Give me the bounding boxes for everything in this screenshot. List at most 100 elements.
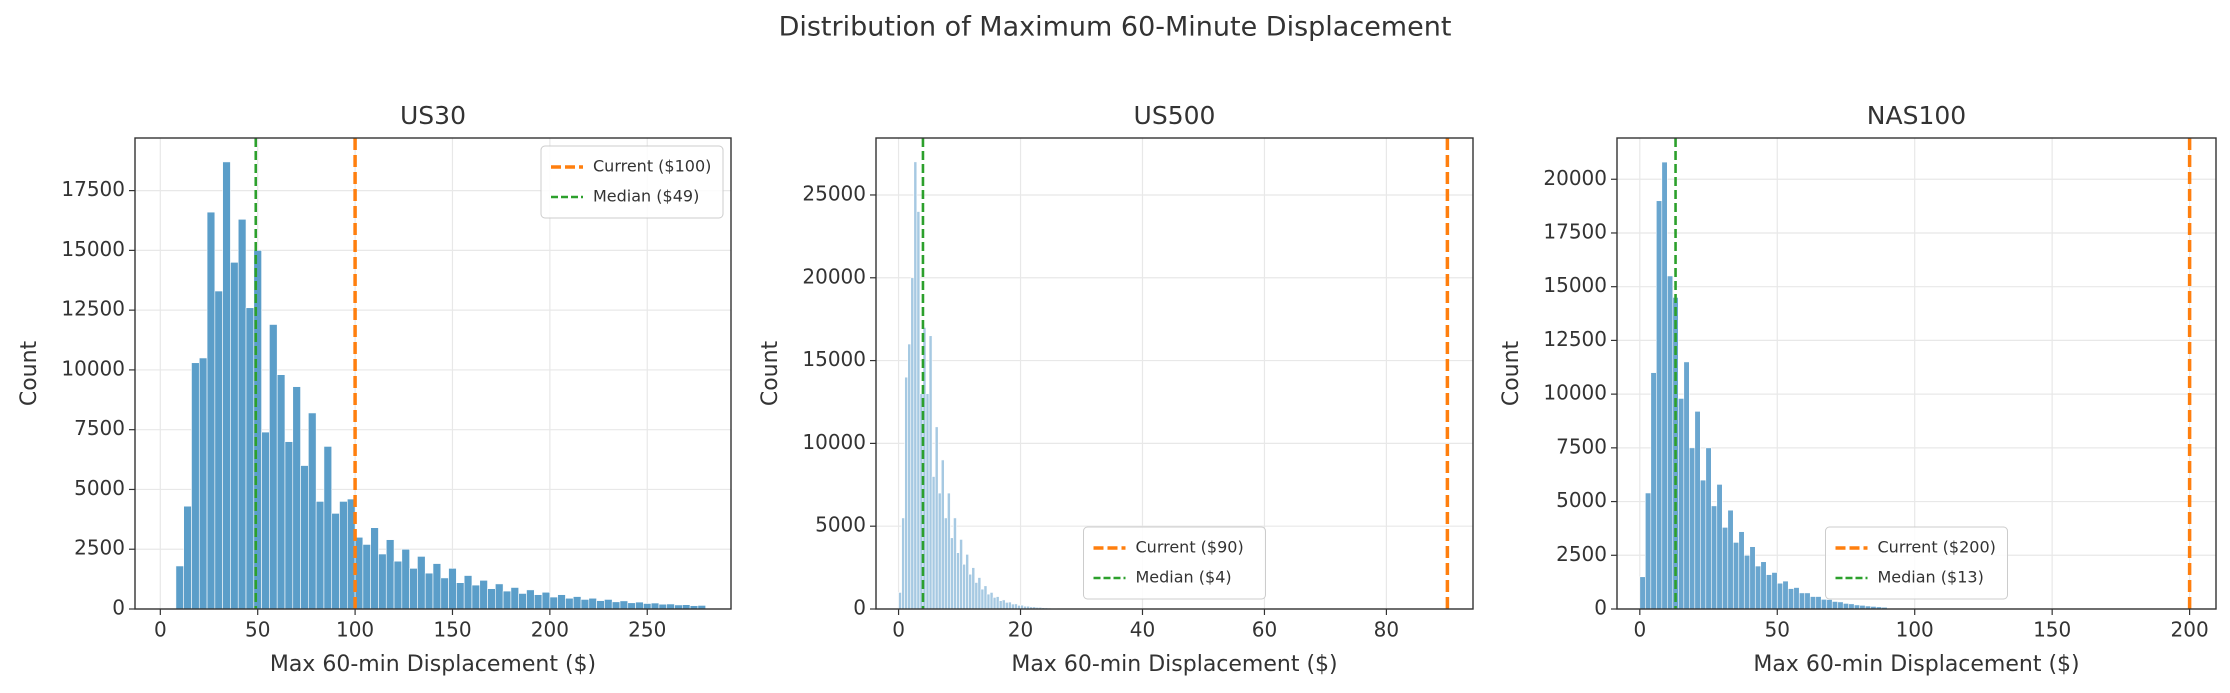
y-tick-label: 0 [112,596,125,620]
histogram-bar [214,290,223,610]
histogram-bar [992,597,997,610]
histogram-bar [1008,601,1012,610]
histogram-bar [1842,603,1850,610]
histogram-bar [1804,592,1811,610]
histogram-bar [950,537,954,610]
histogram-bar [1656,200,1663,610]
histogram-bar [1688,447,1696,610]
y-tick-label: 10000 [1543,381,1607,405]
legend-label: Current ($90) [1136,538,1244,557]
y-tick-label: 2500 [74,536,125,560]
histogram-bar [974,582,979,610]
histogram-bar [487,588,496,610]
legend-label: Current ($100) [593,157,711,176]
histogram-bar [1787,588,1795,610]
histogram-bar [533,594,543,610]
histogram-bar [904,376,909,610]
histogram-bar [463,575,473,610]
histogram-bar [913,161,918,610]
y-tick-label: 2500 [1556,542,1607,566]
histogram-bar [308,412,317,610]
histogram-bar [998,600,1003,610]
histogram-bar [237,218,247,610]
panel-title: US30 [400,101,466,130]
y-tick-label: 5000 [1556,488,1607,512]
histogram-bar [658,603,668,610]
histogram-bar [956,552,960,610]
histogram-bar [284,441,294,610]
legend-label: Median ($13) [1878,568,1984,587]
histogram-bar [1004,602,1009,610]
histogram-bar [910,277,915,610]
histogram-bar [549,596,558,610]
histogram-bar [1837,601,1844,610]
histogram-bar [1721,527,1729,610]
histogram-bar [650,602,660,610]
histogram-bar [1765,574,1773,610]
histogram-bar [968,573,973,610]
x-tick-label: 150 [2033,618,2071,642]
histogram-bar [1678,398,1685,610]
histogram-bar [1782,580,1789,610]
histogram-bar [937,492,942,610]
legend-label: Median ($4) [1136,568,1232,587]
histogram-bar [393,560,403,610]
histogram-bar [409,568,418,610]
histogram-bar [230,262,239,610]
histogram-bar [565,597,574,610]
histogram-bar [276,374,286,610]
plot-frame [875,137,1474,610]
histogram-bar [198,357,208,610]
histogram-bar [627,602,636,610]
histogram-bar [580,599,590,610]
x-axis-label: Max 60-min Displacement ($) [1011,652,1337,677]
panel-title: NAS100 [1867,101,1966,130]
y-tick-label: 7500 [74,416,125,440]
x-tick-label: 50 [1765,618,1790,642]
histogram-bar [971,567,976,610]
y-tick-label: 10000 [61,356,125,380]
histogram-bar [448,568,457,610]
y-tick-label: 10000 [802,430,866,454]
x-tick-label: 0 [892,618,905,642]
histogram-bar [1710,505,1718,610]
figure-title: Distribution of Maximum 60-Minute Displa… [779,12,1452,43]
histogram-bar [1705,447,1712,610]
histogram-bar [1001,599,1006,610]
x-tick-label: 100 [336,618,374,642]
x-tick-label: 200 [2171,618,2209,642]
histogram-bar [526,589,535,610]
histogram-bar [940,459,945,610]
histogram-bar [1749,546,1756,610]
histogram-bar [424,572,434,610]
histogram-bar [245,307,255,610]
histogram-bar [222,161,231,610]
histogram-bar [471,584,481,610]
histogram-bar [261,431,270,610]
histogram-bar [1639,576,1646,610]
histogram-bar [925,393,930,610]
histogram-bar [898,592,902,610]
plot-frame [134,137,732,610]
histogram-bar [440,577,449,610]
legend-label: Median ($49) [593,187,699,206]
histogram-bar [1809,596,1817,610]
y-tick-label: 25000 [802,181,866,205]
y-tick-label: 5000 [74,476,125,500]
histogram-bar [1014,603,1018,610]
histogram-bar [901,517,905,610]
y-tick-label: 12500 [1543,327,1607,351]
histogram-bar [1820,599,1828,610]
histogram-bar [495,583,504,610]
x-tick-label: 50 [245,618,270,642]
histogram-bar [943,517,948,610]
histogram-bar [269,324,278,610]
histogram-bar [1848,603,1855,610]
x-axis-label: Max 60-min Displacement ($) [1753,652,2079,677]
histogram-bar [300,465,309,610]
histogram-bar [947,492,951,610]
histogram-bar [175,565,184,610]
histogram-bar [907,343,912,610]
histogram-bar [1831,601,1839,610]
